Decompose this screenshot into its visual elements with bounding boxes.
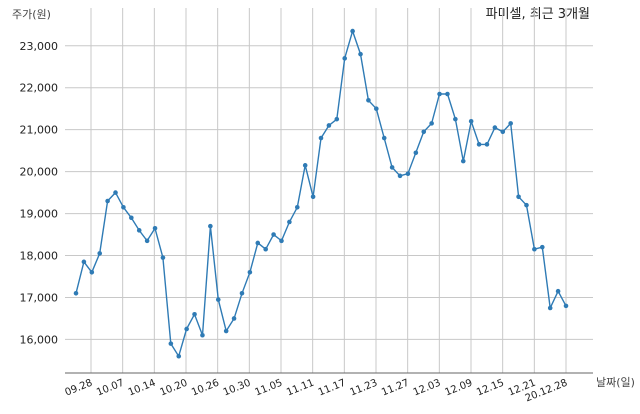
price-series-line [75,28,567,358]
data-point [429,121,434,126]
y-tick-label: 19,000 [20,208,59,221]
data-point [247,270,253,275]
data-point [129,215,134,221]
x-tick-label: 10.20 [158,378,189,399]
data-point [334,116,340,122]
data-point [215,297,221,302]
data-point [508,121,513,126]
x-tick-label: 11.27 [380,378,411,399]
data-point [374,106,379,111]
data-point [532,246,537,252]
y-tick-label: 23,000 [20,40,59,53]
data-point [105,198,110,204]
x-tick-label: 12.15 [475,378,506,399]
data-point [239,290,245,296]
data-point [192,311,197,317]
data-point [516,194,521,200]
x-axis-label: 날짜(일) [596,375,635,389]
data-point [326,123,332,128]
data-point [524,202,529,208]
grid-lines [65,8,593,373]
data-point [208,223,213,229]
x-tick-label: 12.03 [412,378,443,399]
x-tick-label: 11.17 [317,378,348,399]
data-point [460,158,466,164]
data-point [358,51,363,57]
y-tick-label: 18,000 [20,250,59,263]
y-axis-ticks: 16,000 17,000 18,000 19,000 20,000 21,000 22,0… [20,40,59,347]
data-point [223,328,229,334]
data-point [539,244,545,250]
data-point [397,173,403,179]
y-tick-label: 20,000 [20,166,59,179]
data-point [437,91,442,97]
data-point [89,270,95,275]
data-point [366,97,371,103]
price-series-points [73,28,569,359]
y-tick-label: 22,000 [20,82,59,95]
data-point [279,238,284,244]
data-point [184,326,189,332]
data-point [294,204,300,210]
x-axis-ticks: 09.28 10.07 10.14 10.20 10.26 10.30 11.05 11.11… [63,378,569,405]
data-point [310,194,316,200]
data-point [121,204,126,210]
data-point [500,129,506,135]
x-tick-label: 10.26 [190,378,221,399]
x-tick-label: 09.28 [63,378,94,399]
data-point [81,259,87,265]
data-point [152,225,158,231]
y-tick-label: 17,000 [20,291,59,304]
x-tick-label: 10.14 [127,378,158,399]
data-point [555,288,561,294]
y-axis-label: 주가(원) [12,8,51,21]
data-point [453,116,458,122]
chart-title: 파미셀, 최근 3개월 [486,7,590,22]
data-point [168,341,174,346]
data-point [405,171,411,177]
data-point [547,305,553,311]
data-point [73,290,79,296]
data-point [97,251,103,256]
data-point [563,303,569,309]
x-tick-label: 11.11 [285,378,316,399]
x-tick-label: 12.09 [443,378,474,399]
data-point [144,238,150,244]
y-tick-label: 21,000 [20,124,59,137]
data-point [160,255,166,260]
data-point [255,240,261,246]
data-point [421,129,427,135]
data-point [492,125,498,130]
x-tick-label: 11.05 [253,378,284,399]
data-point [389,165,395,170]
data-point [413,150,419,156]
data-point [302,163,308,168]
data-point [231,316,237,321]
x-tick-label: 10.30 [222,378,253,399]
data-point [350,28,355,34]
data-point [176,353,182,359]
data-point [263,246,268,252]
data-point [271,232,276,237]
y-tick-label: 16,000 [20,333,59,346]
data-point [468,118,474,124]
data-point [381,135,387,141]
data-point [445,91,450,97]
data-point [136,228,142,233]
data-point [113,190,118,195]
data-point [318,135,324,141]
data-point [342,56,348,61]
x-tick-label: 11.23 [348,378,379,399]
x-tick-label: 10.07 [95,378,126,399]
data-point [200,332,205,338]
data-point [476,142,482,147]
data-point [287,219,292,225]
data-point [484,142,490,147]
